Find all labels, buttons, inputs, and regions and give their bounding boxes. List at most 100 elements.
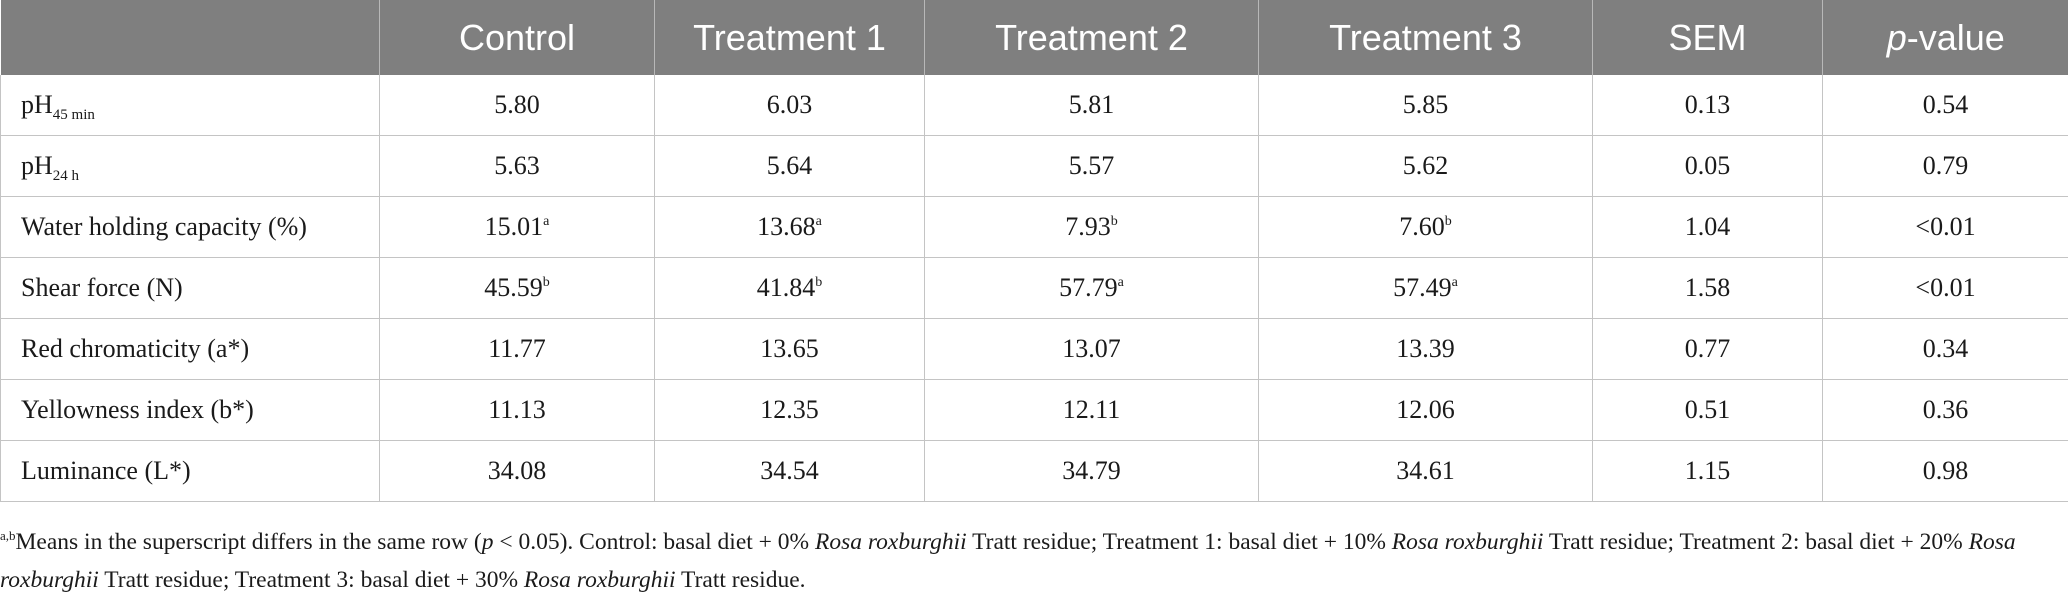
- table-cell: 7.93b: [924, 196, 1259, 258]
- cell-value: 34.54: [760, 456, 819, 485]
- row-label: Yellowness index (b*): [0, 379, 380, 441]
- table-cell: 57.49a: [1258, 257, 1593, 319]
- table-cell: 0.36: [1822, 379, 2068, 441]
- header-cell-treatment-3: Treatment 3: [1258, 0, 1593, 75]
- header-cell-p-value: p-value: [1822, 0, 2068, 75]
- table-row: Yellowness index (b*) 11.13 12.35 12.11 12.0…: [0, 379, 2068, 441]
- row-label-text: Shear force (N): [21, 273, 183, 302]
- significance-superscript: a: [543, 214, 550, 229]
- cell-value: 12.35: [760, 395, 819, 424]
- table-cell: 34.61: [1258, 440, 1593, 502]
- table-row: pH45 min 5.80 6.03 5.81 5.85 0.13 0.54: [0, 75, 2068, 136]
- table-cell: 12.06: [1258, 379, 1593, 441]
- table-cell: 5.57: [924, 135, 1259, 197]
- cell-value: 0.36: [1922, 395, 1969, 424]
- table-cell: 1.15: [1592, 440, 1823, 502]
- cell-value: 45.59: [484, 273, 543, 302]
- header-cell-treatment-1: Treatment 1: [654, 0, 925, 75]
- cell-value: 5.85: [1402, 90, 1449, 119]
- row-label-text: pH: [21, 90, 53, 119]
- cell-value: 5.62: [1402, 151, 1449, 180]
- table-cell: 5.63: [379, 135, 655, 197]
- header-p-rest: -value: [1906, 16, 2005, 58]
- footnote-p-italic: p: [481, 529, 494, 555]
- cell-value: 5.64: [766, 151, 813, 180]
- cell-value: 0.34: [1922, 334, 1969, 363]
- table-cell: 0.54: [1822, 75, 2068, 136]
- table-cell: 34.08: [379, 440, 655, 502]
- footnote-species-3: Rosa roxburghii: [0, 529, 2016, 593]
- table-cell: 15.01a: [379, 196, 655, 258]
- row-label-text: pH: [21, 151, 53, 180]
- table-cell: 12.11: [924, 379, 1259, 441]
- cell-value: 41.84: [756, 273, 816, 302]
- cell-value: 13.39: [1396, 334, 1455, 363]
- table-cell: 5.85: [1258, 75, 1593, 136]
- table-cell: 5.81: [924, 75, 1259, 136]
- table-row: Luminance (L*) 34.08 34.54 34.79 34.61 1.15 0.…: [0, 440, 2068, 502]
- cell-value: 0.13: [1684, 90, 1731, 119]
- footnote-text-4: Tratt residue; Treatment 2: basal diet +…: [1543, 529, 1969, 555]
- row-label-subscript: 24 h: [52, 168, 80, 184]
- footnote-superscript: a,b: [0, 528, 16, 543]
- table-cell: 13.68a: [654, 196, 925, 258]
- header-cell-control: Control: [379, 0, 655, 75]
- table-row: pH24 h 5.63 5.64 5.57 5.62 0.05 0.79: [0, 135, 2068, 197]
- row-label: Red chromaticity (a*): [0, 318, 380, 380]
- cell-value: 15.01: [484, 212, 544, 241]
- cell-value: 13.68: [757, 212, 816, 241]
- row-label-text: Water holding capacity (%): [21, 212, 307, 241]
- footnote-text-2: < 0.05). Control: basal diet + 0%: [493, 529, 815, 555]
- table-cell: 0.98: [1822, 440, 2068, 502]
- cell-value: 7.60: [1399, 212, 1445, 241]
- table-cell: 0.77: [1592, 318, 1823, 380]
- table-cell: 41.84b: [654, 257, 925, 319]
- significance-superscript: a: [1451, 275, 1458, 290]
- row-label: pH45 min: [0, 75, 380, 136]
- table-cell: 6.03: [654, 75, 925, 136]
- table-cell: 57.79a: [924, 257, 1259, 319]
- header-row: Control Treatment 1 Treatment 2 Treatmen…: [0, 0, 2068, 75]
- table-cell: 13.39: [1258, 318, 1593, 380]
- table-body: pH45 min 5.80 6.03 5.81 5.85 0.13 0.54 pH24 h 5.…: [0, 75, 2068, 502]
- cell-value: 13.07: [1062, 334, 1121, 363]
- table-cell: 13.07: [924, 318, 1259, 380]
- cell-value: 0.98: [1922, 456, 1969, 485]
- cell-value: 34.08: [487, 456, 547, 485]
- header-cell-blank: [0, 0, 380, 75]
- footnote-text-3: Tratt residue; Treatment 1: basal diet +…: [966, 529, 1392, 555]
- cell-value: 34.79: [1062, 456, 1121, 485]
- table-cell: 0.13: [1592, 75, 1823, 136]
- table-cell: 34.54: [654, 440, 925, 502]
- cell-value: 12.06: [1396, 395, 1455, 424]
- cell-value: 5.81: [1068, 90, 1115, 119]
- row-label: Luminance (L*): [0, 440, 380, 502]
- cell-value: 11.13: [488, 395, 546, 424]
- cell-value: 1.04: [1684, 212, 1731, 241]
- header-cell-treatment-2: Treatment 2: [924, 0, 1259, 75]
- cell-value: 0.51: [1684, 395, 1731, 424]
- footnote-species-4: Rosa roxburghii: [523, 567, 676, 593]
- cell-value: <0.01: [1915, 212, 1976, 241]
- results-table: Control Treatment 1 Treatment 2 Treatmen…: [0, 0, 2068, 502]
- cell-value: 5.63: [494, 151, 540, 180]
- significance-superscript: b: [542, 275, 550, 290]
- table-row: Shear force (N) 45.59b 41.84b 57.79a 57.49a 1…: [0, 257, 2068, 319]
- significance-superscript: b: [1444, 214, 1452, 229]
- table-cell: 0.34: [1822, 318, 2068, 380]
- significance-superscript: a: [815, 214, 822, 229]
- cell-value: 57.79: [1059, 273, 1118, 302]
- table-cell: 1.04: [1592, 196, 1823, 258]
- cell-value: 1.58: [1684, 273, 1731, 302]
- data-table-container: Control Treatment 1 Treatment 2 Treatmen…: [0, 0, 2068, 502]
- table-cell: 0.79: [1822, 135, 2068, 197]
- table-cell: 11.77: [379, 318, 655, 380]
- row-label-text: Luminance (L*): [21, 456, 191, 485]
- cell-value: 7.93: [1065, 212, 1111, 241]
- table-cell: 1.58: [1592, 257, 1823, 319]
- footnote-species-1: Rosa roxburghii: [815, 529, 967, 555]
- table-cell: <0.01: [1822, 196, 2068, 258]
- row-label: Water holding capacity (%): [0, 196, 380, 258]
- cell-value: 57.49: [1393, 273, 1452, 302]
- table-row: Water holding capacity (%) 15.01a 13.68a 7.…: [0, 196, 2068, 258]
